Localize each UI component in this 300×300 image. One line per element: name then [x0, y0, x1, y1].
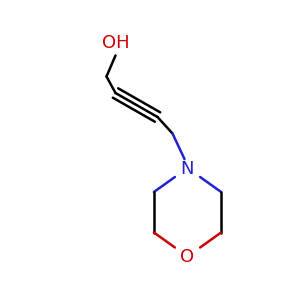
Text: O: O [180, 248, 195, 266]
Text: N: N [181, 160, 194, 178]
Text: OH: OH [102, 34, 129, 52]
